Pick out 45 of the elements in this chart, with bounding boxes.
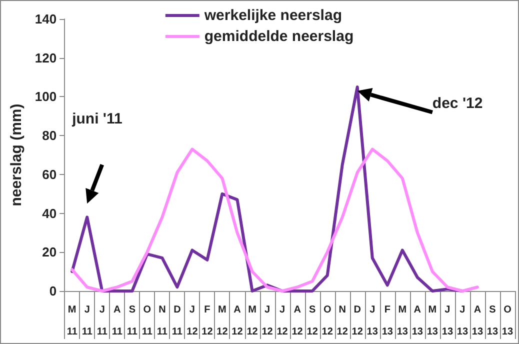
x-tick-label: J 13 [442, 304, 454, 338]
y-tick-label: 0 [49, 284, 57, 298]
x-tick-label: D 11 [172, 304, 183, 338]
x-tick-label: M 13 [396, 304, 408, 338]
x-tick-label: J 11 [96, 304, 108, 338]
y-tick-label: 80 [42, 128, 57, 144]
x-tick-label: N 12 [336, 304, 348, 338]
y-tick-label: 40 [42, 206, 57, 221]
x-tick-label: J 12 [276, 304, 288, 338]
x-tick-label: J 13 [456, 304, 468, 338]
x-tick-label: F 12 [202, 304, 214, 338]
y-tick-label: 60 [42, 166, 57, 182]
x-tick-label: O 12 [322, 304, 334, 338]
x-tick-label: A 13 [412, 304, 424, 338]
x-tick-label: S 12 [306, 304, 318, 338]
x-tick-label: M 11 [66, 304, 78, 338]
annotation: juni '11 [71, 110, 122, 128]
x-tick-label: A 13 [472, 304, 484, 338]
x-tick-label: D 12 [352, 304, 364, 338]
legend-label: werkelijke neerslag [203, 7, 342, 24]
y-axis-title: neerslag (mm) [8, 104, 25, 206]
y-tick-label: 20 [42, 244, 57, 260]
x-tick-label: F 13 [382, 304, 394, 338]
x-tick-label: M 13 [426, 304, 438, 338]
x-tick-label: J 12 [186, 304, 198, 338]
y-tick-label: 140 [34, 12, 57, 26]
x-tick-label: N 11 [156, 304, 168, 338]
x-tick-label: O 13 [502, 304, 514, 338]
x-tick-label: A 12 [292, 304, 304, 338]
annotation: dec '12 [432, 95, 483, 112]
x-tick-label: A 11 [112, 304, 123, 338]
line-series [70, 148, 479, 292]
x-tick-label: S 13 [486, 304, 498, 338]
line-series [70, 86, 464, 292]
x-tick-label: J 13 [366, 304, 378, 338]
legend-label: gemiddelde neerslag [204, 28, 354, 45]
y-tick-label: 100 [34, 89, 57, 104]
x-tick-label: M 12 [216, 304, 228, 338]
x-tick-label: J 11 [82, 304, 93, 338]
y-tick-label: 120 [34, 50, 57, 66]
x-tick-label: M 12 [246, 304, 258, 338]
x-tick-label: S 11 [126, 304, 138, 338]
x-tick-label: A 12 [232, 304, 244, 338]
x-tick-label: O 11 [142, 304, 153, 338]
x-tick-label: J 12 [262, 304, 274, 338]
